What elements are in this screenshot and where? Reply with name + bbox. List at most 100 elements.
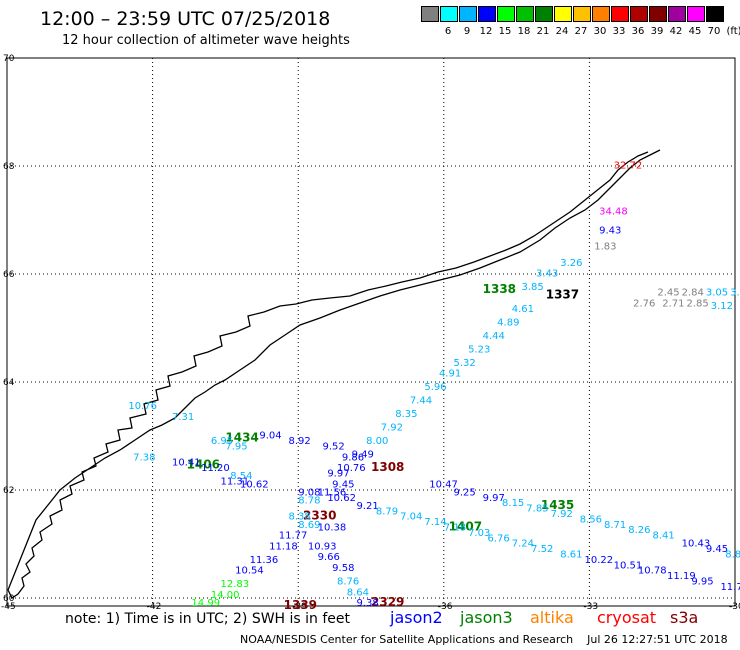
- swh-value-label: 8.79: [376, 506, 398, 517]
- swh-value-label: 9.95: [691, 577, 713, 588]
- credit-line: NOAA/NESDIS Center for Satellite Applica…: [240, 633, 728, 646]
- swh-value-label: 7.24: [512, 539, 534, 550]
- colorbar-label: 70: [707, 26, 721, 37]
- lat-tick-label: 68: [3, 162, 15, 172]
- pass-time-label: 1407: [449, 520, 482, 534]
- swh-value-label: 9.66: [318, 552, 340, 563]
- swh-value-label: 9.21: [356, 501, 378, 512]
- colorbar-swatch: [459, 6, 477, 22]
- swh-value-label: 12.83: [221, 579, 250, 590]
- colorbar-label: 18: [517, 26, 531, 37]
- colorbar-label: 39: [650, 26, 664, 37]
- swh-value-label: 11.77: [279, 531, 308, 542]
- legend-altika: altika: [530, 608, 574, 627]
- swh-value-label: 7.92: [551, 509, 573, 520]
- swh-value-label: 11.20: [201, 463, 230, 474]
- map-title: 12:00 – 23:59 UTC 07/25/2018: [40, 8, 331, 30]
- colorbar-swatch: [649, 6, 667, 22]
- colorbar-label: 45: [688, 26, 702, 37]
- swh-value-label: 10.43: [682, 539, 711, 550]
- colorbar-swatch: [630, 6, 648, 22]
- colorbar-swatch: [573, 6, 591, 22]
- colorbar-label: 9: [463, 26, 471, 37]
- swh-value-label: 10.62: [327, 493, 356, 504]
- pass-time-label: 2329: [371, 595, 404, 609]
- swh-value-label: 7.85: [526, 504, 548, 515]
- colorbar-label: 24: [555, 26, 569, 37]
- swh-value-label: 7.03: [468, 528, 490, 539]
- swh-value-label: 8.64: [347, 587, 369, 598]
- colorbar-swatch: [706, 6, 724, 22]
- swh-value-label: 8.38: [288, 512, 310, 523]
- colorbar-swatch: [535, 6, 553, 22]
- swh-value-label: 4.89: [497, 317, 519, 328]
- swh-labels: 32.72 34.48 9.43 1.83 3.263.43 3.85 1338 1337 2.…: [128, 161, 740, 612]
- swh-value-label: 34.48: [599, 207, 628, 218]
- swh-value-label: 10.22: [585, 555, 614, 566]
- colorbar-label: 15: [498, 26, 512, 37]
- colorbar-label: 21: [536, 26, 550, 37]
- colorbar-swatch: [611, 6, 629, 22]
- swh-value-label: 5.96: [424, 382, 446, 393]
- swh-value-label: 9.45: [332, 479, 354, 490]
- colorbar-swatch: [440, 6, 458, 22]
- swh-value-label: 8.71: [604, 520, 626, 531]
- swh-value-label: 8.69: [298, 520, 320, 531]
- swh-value-label: 7.52: [531, 544, 553, 555]
- lon-tick-label: -33: [583, 602, 598, 612]
- swh-value-label: 2.45: [657, 288, 679, 299]
- colorbar-swatch: [478, 6, 496, 22]
- swh-value-label: 5.23: [468, 344, 490, 355]
- swh-value-label: 8.00: [366, 436, 388, 447]
- swh-value-label: 11.19: [667, 571, 696, 582]
- pass-time-label: 1339: [284, 598, 317, 612]
- swh-value-label: 4.91: [439, 369, 461, 380]
- swh-value-label: 9.04: [259, 431, 281, 442]
- map-subtitle: 12 hour collection of altimeter wave hei…: [62, 33, 350, 48]
- swh-value-label: 9.45: [706, 544, 728, 555]
- pass-time-label: 1337: [546, 287, 579, 301]
- swh-value-label: 3.26: [560, 258, 582, 269]
- pass-time-label: 1434: [225, 430, 258, 444]
- swh-value-label: 9.43: [599, 226, 621, 237]
- colorbar-label: 27: [574, 26, 588, 37]
- swh-value-label: 8.15: [502, 498, 524, 509]
- swh-value-label: 8.35: [395, 409, 417, 420]
- map-frame: [6, 57, 736, 607]
- swh-value-label: 10.54: [235, 566, 264, 577]
- lat-tick-label: 60: [3, 594, 15, 604]
- legend-jason2: jason2: [390, 608, 443, 627]
- legend-jason3: jason3: [460, 608, 513, 627]
- lon-tick-label: -39: [292, 602, 307, 612]
- swh-value-label: 7.92: [381, 423, 403, 434]
- swh-value-label: 10.93: [308, 541, 337, 552]
- swh-value-label: 9.58: [332, 563, 354, 574]
- colorbar-swatch: [516, 6, 534, 22]
- pass-time-label: 1308: [371, 460, 404, 474]
- swh-value-label: 2.84: [682, 288, 704, 299]
- swh-value-label: 6.76: [487, 533, 509, 544]
- swh-value-label: 2.85: [686, 298, 708, 309]
- swh-value-label: 11.77: [720, 582, 740, 593]
- lat-tick-label: 70: [3, 54, 15, 64]
- swh-value-label: 10.38: [318, 523, 347, 534]
- graticule: 70 68 66 64 62 60-45 -42 -39 -36 -33 -30: [1, 54, 740, 612]
- swh-value-label: 8.56: [580, 514, 602, 525]
- lon-tick-label: -36: [438, 602, 453, 612]
- colorbar-label: 30: [593, 26, 607, 37]
- colorbar-label: 6: [444, 26, 452, 37]
- lon-tick-label: -45: [1, 602, 16, 612]
- colorbar-unit: (ft): [726, 26, 740, 37]
- colorbar-swatch: [687, 6, 705, 22]
- greenland-coastline: [7, 149, 661, 599]
- swh-value-label: 2.76: [633, 298, 655, 309]
- swh-value-label: 7.04: [400, 512, 422, 523]
- swh-value-label: 10.76: [128, 401, 157, 412]
- swh-value-label: 11.18: [269, 541, 298, 552]
- swh-value-label: 9.52: [322, 442, 344, 453]
- colorbar-label: 12: [479, 26, 493, 37]
- colorbar-label: 36: [631, 26, 645, 37]
- swh-value-label: 9.38: [356, 598, 378, 609]
- swh-value-label: 14.99: [191, 598, 220, 609]
- swh-value-label: 8.92: [288, 436, 310, 447]
